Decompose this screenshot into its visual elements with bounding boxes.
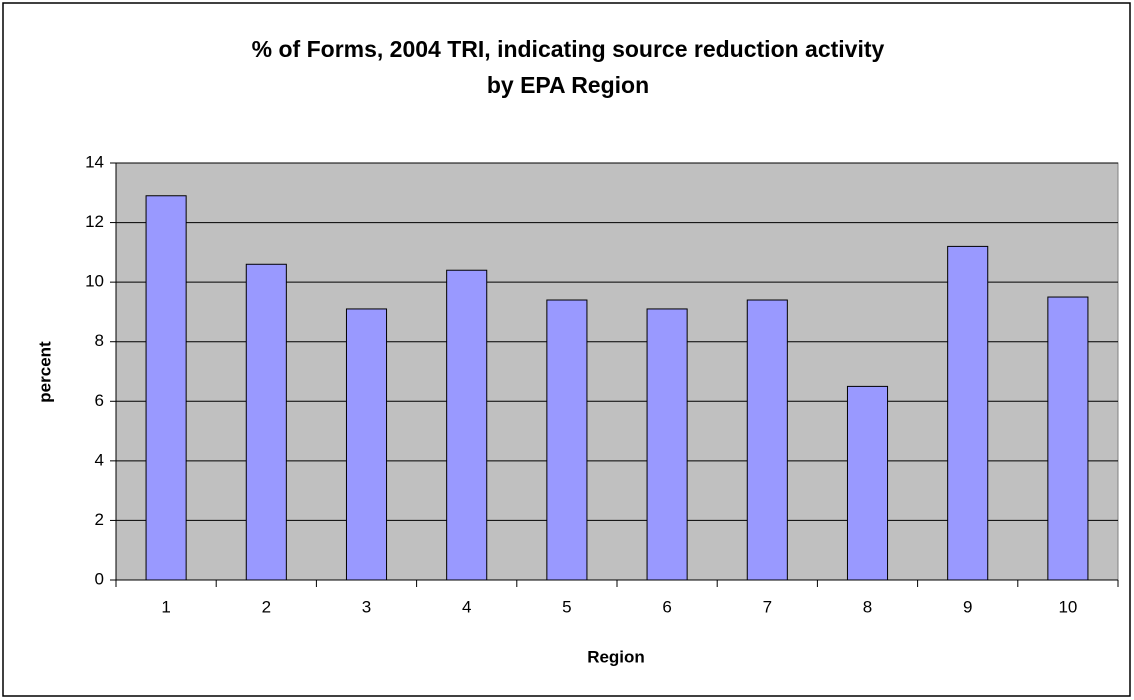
y-tick-label: 8 <box>95 331 104 350</box>
bar <box>646 308 688 581</box>
x-tick-label: 3 <box>362 597 371 616</box>
bar <box>446 269 488 581</box>
y-tick-label: 6 <box>95 391 104 410</box>
x-tick-label: 2 <box>262 597 271 616</box>
y-axis-label: percent <box>35 341 54 403</box>
bar <box>245 263 287 581</box>
bar <box>145 195 187 581</box>
x-tick-label: 4 <box>462 597 471 616</box>
bar <box>746 299 788 581</box>
x-axis-label: Region <box>587 647 645 666</box>
x-tick-label: 10 <box>1058 597 1077 616</box>
y-tick-label: 4 <box>95 450 104 469</box>
bar <box>947 245 989 581</box>
y-tick-label: 14 <box>85 152 104 171</box>
x-tick-label: 1 <box>161 597 170 616</box>
y-tick-label: 10 <box>85 272 104 291</box>
y-tick-label: 2 <box>95 510 104 529</box>
y-tick-label: 0 <box>95 569 104 588</box>
x-tick-label: 6 <box>662 597 671 616</box>
y-tick-label: 12 <box>85 212 104 231</box>
bar <box>846 385 889 581</box>
x-tick-label: 8 <box>863 597 872 616</box>
bar <box>546 299 588 581</box>
chart-title: % of Forms, 2004 TRI, indicating source … <box>252 36 885 62</box>
bar <box>345 308 388 581</box>
x-tick-label: 5 <box>562 597 571 616</box>
chart-title: by EPA Region <box>487 72 649 98</box>
x-tick-label: 7 <box>763 597 772 616</box>
bar <box>1047 296 1089 581</box>
x-tick-label: 9 <box>963 597 972 616</box>
